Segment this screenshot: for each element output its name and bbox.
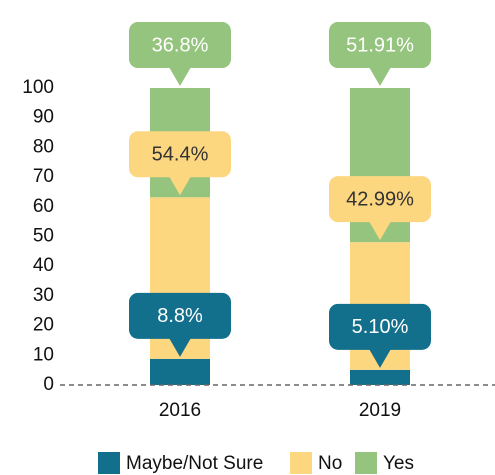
callout-box: [129, 292, 231, 339]
callout-pointer: [169, 67, 191, 86]
callout-box: [129, 22, 231, 68]
bar-segment: [150, 358, 210, 385]
data-label: 8.8%: [157, 305, 203, 327]
callout-pointer: [169, 176, 191, 196]
x-tick-label: 2019: [359, 400, 401, 421]
y-tick-label: 60: [33, 196, 54, 217]
data-label: 42.99%: [346, 188, 414, 210]
bar-segment: [350, 369, 410, 385]
callout-pointer: [369, 67, 391, 86]
legend-swatch: [290, 452, 312, 474]
legend-label: Maybe/Not Sure: [126, 453, 263, 474]
y-tick-label: 20: [33, 315, 54, 336]
callout-pointer: [169, 337, 191, 357]
data-label: 5.10%: [352, 316, 409, 338]
callout-pointer: [369, 221, 391, 241]
y-tick-label: 10: [33, 344, 54, 365]
data-label: 36.8%: [152, 34, 209, 56]
y-tick-label: 90: [33, 107, 54, 128]
data-label: 54.4%: [152, 144, 209, 166]
y-tick-label: 70: [33, 166, 54, 187]
x-tick-label: 2016: [159, 400, 201, 421]
y-tick-label: 30: [33, 285, 54, 306]
legend-label: Yes: [383, 453, 414, 474]
legend-label: No: [318, 453, 342, 474]
data-label: 51.91%: [346, 34, 414, 56]
callout-pointer: [369, 348, 391, 368]
y-tick-label: 50: [33, 226, 54, 247]
y-tick-label: 40: [33, 255, 54, 276]
y-tick-label: 0: [43, 374, 54, 395]
y-tick-label: 100: [22, 77, 54, 98]
callout-box: [329, 303, 431, 350]
callout-box: [129, 131, 231, 178]
legend-swatch: [98, 452, 120, 474]
legend-swatch: [355, 452, 377, 474]
y-tick-label: 80: [33, 136, 54, 157]
callout-box: [329, 176, 431, 223]
callout-box: [329, 22, 431, 68]
